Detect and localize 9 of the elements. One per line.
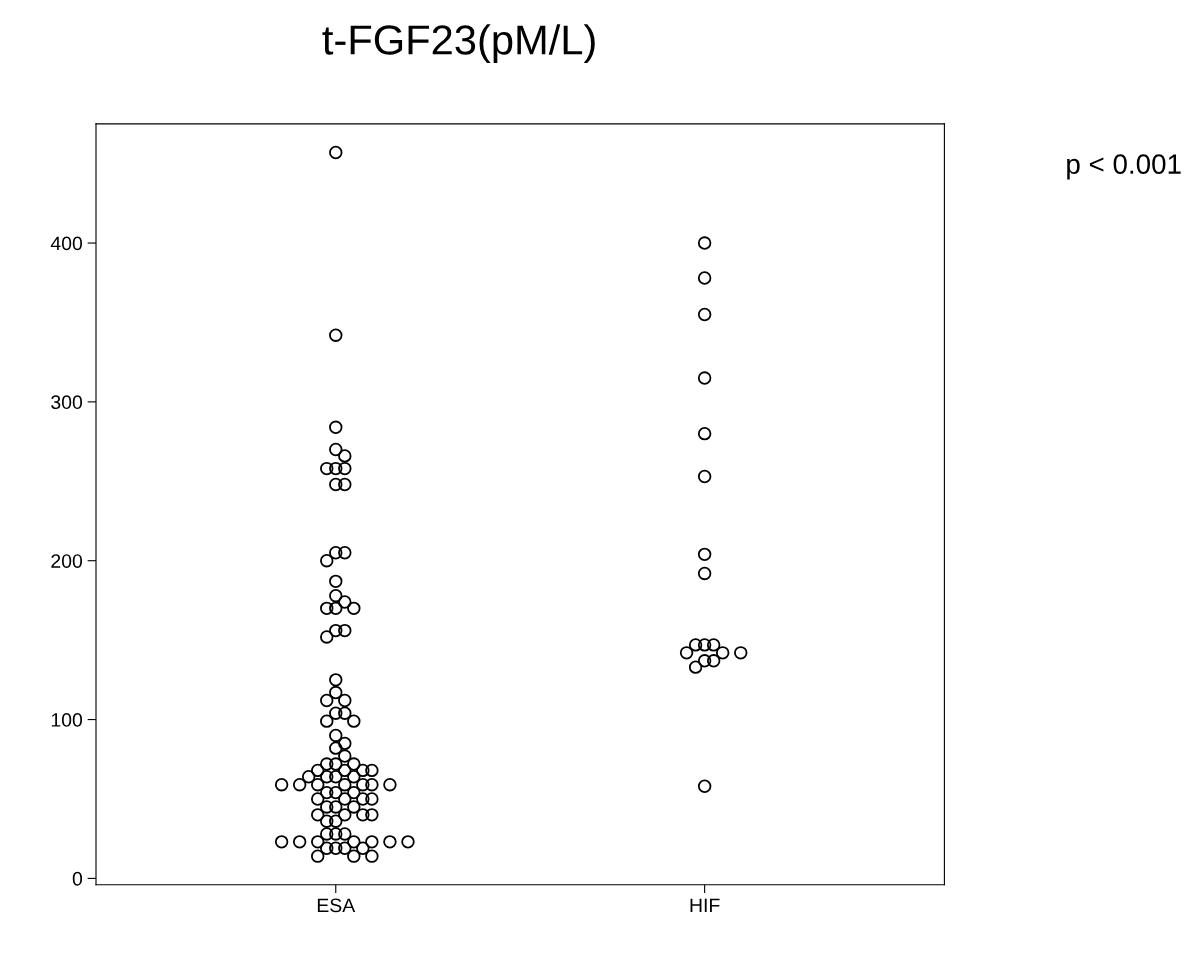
x-tick-label: HIF [690, 898, 720, 913]
x-tick-label: ESA [317, 898, 356, 913]
y-tick-label: 300 [51, 395, 83, 410]
y-tick-label: 400 [50, 236, 83, 251]
chart-title: t-FGF23(pM/L) [322, 24, 595, 63]
y-tick-label: 200 [51, 554, 83, 568]
y-tick-label: 100 [51, 713, 83, 727]
text: p < 0.001 [1067, 154, 1181, 180]
y-tick-label: 0 [72, 871, 83, 886]
